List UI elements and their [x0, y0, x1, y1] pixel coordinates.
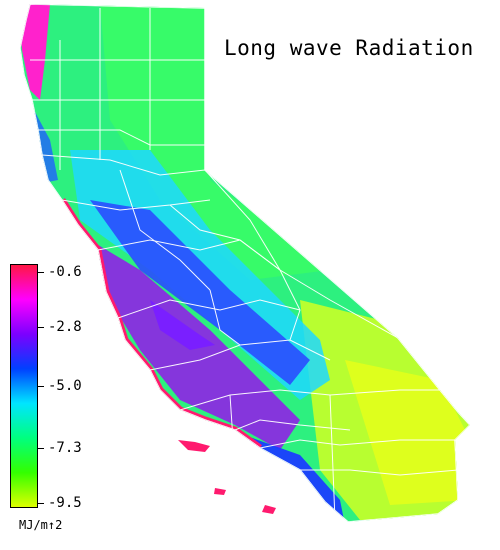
island-1 — [178, 440, 210, 452]
legend-tick — [38, 327, 44, 328]
legend-tick — [38, 386, 44, 387]
legend-tick — [38, 503, 44, 504]
north-coast-blue — [34, 110, 58, 182]
valley-blue — [90, 200, 310, 385]
bay-purple — [150, 300, 215, 350]
north-coast-magenta — [20, 4, 50, 100]
legend-tick-label: -2.8 — [48, 319, 82, 335]
desert-core — [345, 360, 470, 505]
legend-tick-label: -7.3 — [48, 440, 82, 456]
north-green — [100, 4, 330, 280]
island-3 — [262, 505, 276, 514]
channel-islands — [178, 440, 276, 514]
legend-tick — [38, 448, 44, 449]
legend-tick-label: -9.5 — [48, 495, 82, 511]
color-scale-bar — [10, 264, 38, 508]
map-title: Long wave Radiation — [224, 36, 474, 60]
legend-tick — [38, 272, 44, 273]
legend-tick-label: -0.6 — [48, 264, 82, 280]
legend-tick-label: -5.0 — [48, 378, 82, 394]
island-2 — [214, 488, 226, 495]
county-boundaries — [30, 8, 459, 521]
legend-unit: MJ/m↑2 — [19, 518, 63, 532]
